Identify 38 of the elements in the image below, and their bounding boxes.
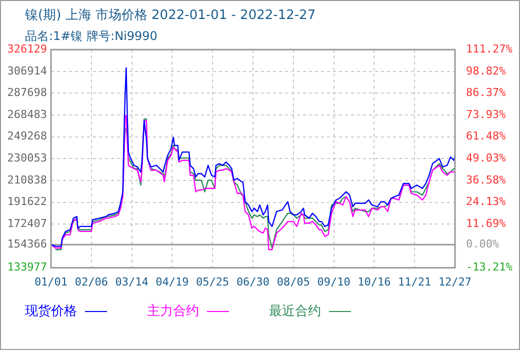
y-tick-label: 287698 bbox=[7, 86, 47, 100]
x-tick-label: 12/27 bbox=[438, 275, 472, 288]
y-tick-label: 268483 bbox=[7, 108, 47, 121]
x-tick-label: 08/05 bbox=[276, 275, 310, 288]
x-tick-label: 10/16 bbox=[358, 275, 391, 288]
legend-label: 现货价格 bbox=[25, 304, 77, 319]
x-tick-label: 03/14 bbox=[115, 275, 149, 288]
y-tick-label: 210838 bbox=[7, 173, 47, 186]
x-tick-label: 01/01 bbox=[34, 275, 68, 288]
x-tick-label: 02/06 bbox=[74, 275, 108, 288]
y2-tick-label: 111.27% bbox=[466, 42, 513, 56]
chart-subtitle: 品名:1#镍 牌号:Ni9990 bbox=[25, 28, 158, 44]
y-tick-label: 249268 bbox=[7, 130, 47, 143]
y-tick-label: 191622 bbox=[7, 195, 47, 208]
y2-tick-label: 24.13% bbox=[466, 195, 506, 208]
chart-title: 镍(期) 上海 市场价格 2022-01-01 - 2022-12-27 bbox=[25, 7, 316, 24]
x-tick-label: 05/25 bbox=[196, 275, 230, 288]
y2-tick-label: 11.69% bbox=[466, 217, 506, 230]
x-tick-label: 04/19 bbox=[156, 275, 189, 288]
y2-tick-label: 61.48% bbox=[466, 130, 506, 143]
y2-tick-label: 36.58% bbox=[466, 173, 506, 186]
x-tick-label: 11/21 bbox=[398, 275, 432, 288]
y-tick-label: 230053 bbox=[7, 152, 47, 165]
y2-tick-label: 98.82% bbox=[466, 64, 506, 78]
y2-tick-label: 0.00% bbox=[466, 238, 500, 251]
y-tick-label: 154366 bbox=[7, 238, 47, 251]
y2-tick-label: 49.03% bbox=[466, 152, 506, 165]
y-tick-label: 172407 bbox=[7, 217, 47, 230]
y2-tick-label: 86.37% bbox=[466, 86, 506, 100]
y-tick-label: 133977 bbox=[7, 260, 47, 274]
x-tick-label: 06/30 bbox=[236, 275, 270, 288]
y2-tick-label: 73.93% bbox=[466, 108, 506, 121]
legend-label: 主力合约 bbox=[147, 304, 199, 319]
y-tick-label: 326129 bbox=[7, 42, 47, 56]
y2-tick-label: -13.21% bbox=[466, 260, 513, 274]
legend-label: 最近合约 bbox=[269, 304, 321, 319]
x-tick-label: 09/10 bbox=[317, 275, 350, 288]
y-tick-label: 306914 bbox=[7, 64, 48, 78]
